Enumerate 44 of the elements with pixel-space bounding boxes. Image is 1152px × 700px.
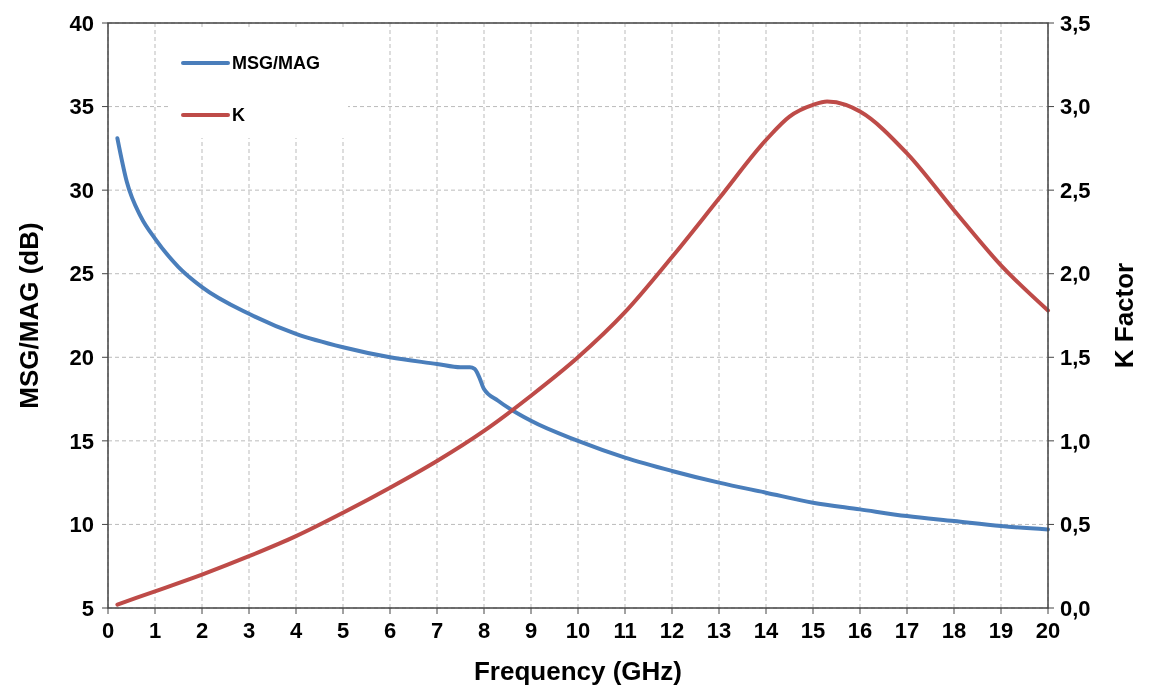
y2-tick-label: 3,5 [1060, 10, 1091, 36]
x-tick-label: 17 [894, 618, 920, 643]
y-tick-label: 30 [69, 177, 94, 203]
y2-tick-label: 1,5 [1060, 344, 1091, 370]
y-tick-label: 20 [69, 344, 94, 370]
line-series [115, 136, 1050, 532]
legend-label: K [232, 105, 245, 126]
x-tick-label: 6 [383, 618, 397, 643]
y-tick-label: 10 [69, 512, 94, 538]
x-tick-label: 7 [430, 618, 444, 643]
line-series [115, 99, 1050, 607]
y2-tick-label: 0,5 [1060, 512, 1091, 538]
x-tick-label: 1 [148, 618, 162, 643]
y2-tick-label: 2,5 [1060, 177, 1091, 203]
y-tick-label: 35 [69, 94, 94, 120]
y-axis-title: MSG/MAG (dB) [14, 222, 44, 409]
x-tick-label: 20 [1035, 618, 1061, 643]
x-tick-label: 3 [242, 618, 256, 643]
y-tick-label: 25 [69, 261, 94, 287]
y-tick-label: 15 [69, 428, 94, 454]
x-tick-label: 12 [659, 618, 685, 643]
x-tick-label: 19 [988, 618, 1014, 643]
x-axis-title: Frequency (GHz) [473, 656, 683, 686]
y-tick-label: 40 [69, 10, 94, 36]
x-tick-label: 2 [195, 618, 209, 643]
y2-axis-title: K Factor [1109, 262, 1139, 369]
x-tick-label: 14 [753, 618, 779, 643]
legend-label: MSG/MAG [232, 53, 320, 74]
x-tick-label: 0 [101, 618, 115, 643]
y2-tick-label: 3,0 [1060, 94, 1091, 120]
x-tick-label: 5 [336, 618, 350, 643]
x-tick-label: 18 [941, 618, 967, 643]
x-tick-label: 10 [565, 618, 591, 643]
x-tick-label: 16 [847, 618, 873, 643]
x-tick-label: 8 [477, 618, 491, 643]
y-tick-label: 5 [81, 595, 94, 621]
y2-tick-label: 2,0 [1060, 261, 1091, 287]
x-tick-label: 9 [524, 618, 538, 643]
y2-tick-label: 1,0 [1060, 428, 1091, 454]
x-tick-label: 4 [289, 618, 303, 643]
x-tick-label: 11 [613, 618, 637, 643]
x-tick-label: 13 [706, 618, 732, 643]
x-tick-label: 15 [800, 618, 826, 643]
y2-tick-label: 0,0 [1060, 595, 1091, 621]
